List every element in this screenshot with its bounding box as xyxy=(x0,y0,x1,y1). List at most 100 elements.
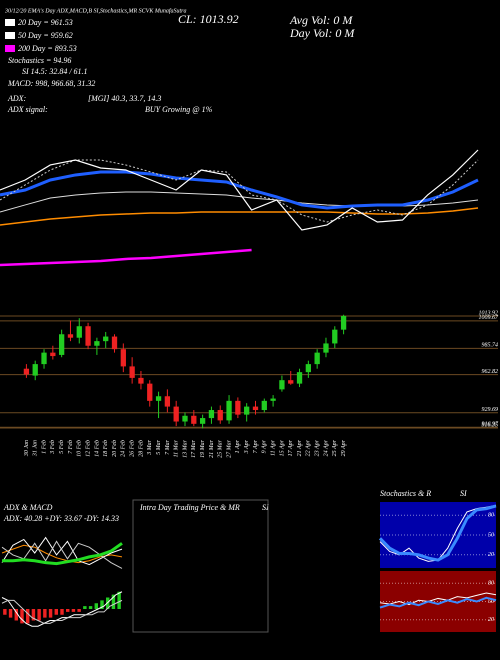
candle-body xyxy=(85,326,91,346)
candle-body xyxy=(155,396,162,401)
candle-body xyxy=(323,343,329,353)
candle-body xyxy=(94,341,100,346)
line-series xyxy=(379,592,497,606)
y-tick-label: 50 xyxy=(488,532,494,538)
candle-body xyxy=(314,352,320,365)
x-tick-label: 31 Jan xyxy=(33,440,39,457)
close: CL: 1013.92 xyxy=(178,12,239,26)
line-series xyxy=(0,159,479,223)
x-tick-label: 26 Feb xyxy=(130,440,136,457)
x-tick-label: 12 Feb xyxy=(85,440,91,457)
stochastics: Stochastics = 94.96 xyxy=(8,56,71,65)
x-tick-label: 10 Feb xyxy=(77,440,83,457)
line-series xyxy=(378,504,497,562)
candle-body xyxy=(182,415,188,422)
candle-body xyxy=(164,396,171,407)
x-tick-label: 24 Apr xyxy=(322,439,329,456)
x-tick-label: 30 Jan xyxy=(24,440,30,457)
y-tick-label: 962.82 xyxy=(482,369,499,375)
x-tick-label: 5 Mar xyxy=(156,439,162,454)
candle-body xyxy=(59,334,65,355)
candle-body xyxy=(235,400,241,415)
candle-body xyxy=(252,406,259,411)
line-series xyxy=(0,248,252,267)
line-series xyxy=(1,536,123,566)
macd-bar xyxy=(14,609,18,621)
candle-body xyxy=(129,366,135,378)
y-tick-label: 20 xyxy=(488,552,494,558)
x-tick-label: 13 Mar xyxy=(182,439,188,457)
candle-body xyxy=(217,410,223,421)
x-tick-label: 11 Apr xyxy=(270,439,276,456)
avg-vol: Avg Vol: 0 M xyxy=(289,13,353,27)
macd-bar xyxy=(94,603,98,609)
x-tick-label: 9 Apr xyxy=(262,439,268,453)
macd-bar xyxy=(83,606,87,609)
si: SI 14.5: 32.84 / 61.1 xyxy=(22,67,88,76)
x-tick-label: 3 Mar xyxy=(147,439,153,455)
macd-bar xyxy=(88,606,93,609)
y-tick-label: 916.97 xyxy=(482,422,500,428)
intraday-panel xyxy=(132,499,269,633)
candle-body xyxy=(23,368,30,375)
x-tick-label: 29 Apr xyxy=(341,439,347,456)
line-series xyxy=(1,591,123,627)
legend-swatch xyxy=(5,19,15,26)
x-tick-label: 1 Feb xyxy=(41,440,47,454)
panel-title: Intra Day Trading Price & MR xyxy=(139,503,240,512)
legend-entry: 50 Day = 959.62 xyxy=(18,31,73,40)
macd-bar xyxy=(48,609,53,618)
adx: ADX: xyxy=(7,94,27,103)
macd-bar xyxy=(26,609,30,624)
panel-si: SI xyxy=(262,503,269,512)
y-tick-label: 1013.92 xyxy=(479,310,499,316)
y-tick-label: 50 xyxy=(488,599,494,605)
x-tick-label: 3 Feb xyxy=(50,440,56,455)
adx-values: [MGI] 40.3, 33.7, 14.3 xyxy=(88,94,161,103)
x-tick-label: 25 Mar xyxy=(218,439,224,457)
candle-body xyxy=(147,383,153,401)
y-tick-label: 916.35 xyxy=(482,422,499,428)
macd-bar xyxy=(43,609,47,618)
candle-body xyxy=(32,364,38,376)
candle-body xyxy=(120,349,126,367)
macd-bar xyxy=(54,609,58,615)
candle-body xyxy=(111,336,118,350)
y-tick-label: 985.74 xyxy=(482,342,499,349)
candle-body xyxy=(208,410,215,419)
y-tick-label: 929.69 xyxy=(482,407,499,413)
macd-bar xyxy=(8,609,13,618)
candle-body xyxy=(279,380,285,390)
line-series xyxy=(1,540,123,569)
legend-entry: 200 Day = 893.53 xyxy=(18,44,77,53)
x-tick-label: 17 Apr xyxy=(288,439,294,456)
macd-bar xyxy=(100,600,104,609)
x-tick-label: 21 Apr xyxy=(297,439,303,456)
x-tick-label: 11 Mar xyxy=(174,439,180,457)
line-series xyxy=(1,599,123,624)
x-tick-label: 27 Mar xyxy=(226,439,232,457)
x-tick-label: 23 Apr xyxy=(315,439,321,456)
macd-bar xyxy=(77,609,81,612)
macd-bar xyxy=(3,609,7,615)
panel-values: ADX: 40.28 +DY: 33.67 -DY: 14.33 xyxy=(3,514,119,523)
candle-body xyxy=(138,377,144,384)
macd-bar xyxy=(37,609,41,621)
x-tick-label: 7 Apr xyxy=(253,439,259,453)
macd-bar xyxy=(111,594,116,609)
adx-signal: BUY Growing @ 1% xyxy=(145,105,213,114)
legend-swatch xyxy=(5,32,15,39)
x-tick-label: 21 Mar xyxy=(209,439,215,457)
candle-body xyxy=(191,415,197,424)
y-tick-label: 1009.67 xyxy=(479,315,500,321)
candle-body xyxy=(173,406,179,422)
line-series xyxy=(379,596,497,609)
candle-body xyxy=(288,380,294,384)
macd-bar xyxy=(20,609,24,624)
x-tick-label: 18 Feb xyxy=(103,440,109,457)
x-tick-label: 19 Mar xyxy=(200,439,206,457)
macd: MACD: 998, 966.68, 31.32 xyxy=(7,79,95,88)
y-tick-label: 80 xyxy=(488,581,494,587)
x-tick-label: 7 Mar xyxy=(165,439,171,454)
